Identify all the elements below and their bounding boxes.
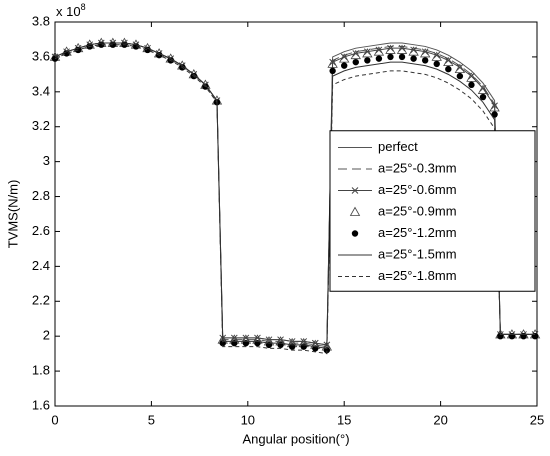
y-tick-label: 1.8 [32,363,50,378]
x-tick-label: 0 [51,412,58,427]
triangle-marker [408,46,419,56]
dot-marker [398,53,406,61]
triangle-marker [362,48,373,58]
x-marker [479,84,487,92]
x-tick-label: 5 [148,412,155,427]
series-line [54,44,536,355]
dot-marker [468,81,475,89]
legend-label: a=25°-1.2mm [378,225,457,240]
legend-label: perfect [378,139,418,154]
dot-marker [456,72,464,80]
y-axis-label: TVMS(N/m) [5,180,20,249]
triangle-marker [339,53,350,63]
x-tick-label: 15 [337,412,351,427]
dot-marker [351,230,359,237]
triangle-marker [385,44,396,54]
dot-marker [144,46,151,54]
dot-marker [421,57,429,64]
triangle-marker [419,48,431,58]
x-marker [491,102,498,110]
x-axis-label: Angular position(°) [242,431,349,446]
y-tick-label: 3.2 [32,118,50,133]
y-tick-label: 2.8 [32,188,50,203]
y-tick-label: 3.6 [32,48,50,63]
x-marker [410,46,417,54]
y-tick-label: 2.4 [32,258,50,273]
triangle-marker [454,63,466,74]
triangle-marker [431,51,442,61]
y-tick-label: 3.4 [32,83,50,98]
x-marker [398,44,406,52]
multiplier-base: x 10 [56,4,81,19]
x-marker [340,53,348,61]
triangle-marker [396,44,408,54]
triangle-marker [349,206,361,216]
dot-marker [387,53,394,61]
legend-box [329,130,536,292]
multiplier-exponent: 8 [81,2,86,12]
y-multiplier: x 108 [56,2,86,19]
x-marker [468,72,475,80]
dot-marker [433,60,440,68]
x-marker [363,48,371,56]
x-marker [444,57,452,64]
x-marker [300,338,308,345]
x-tick-label: 25 [530,412,544,427]
dot-marker [63,50,70,57]
x-marker [375,46,383,54]
series-line [54,42,536,349]
legend-label: a=25°-1.5mm [378,246,457,261]
legend: perfect a=25°-0.3mm a=25°-0.6mm a=25°-0.9mm… [329,130,536,292]
y-tick-label: 3 [43,153,50,168]
dot-marker [491,111,498,118]
legend-label: a=25°-1.8mm [378,268,457,283]
x-marker [265,336,273,344]
triangle-marker [489,102,500,112]
y-tick-label: 2 [43,328,50,343]
triangle-marker [443,56,454,67]
x-marker [421,48,429,56]
x-tick-label: 20 [433,412,447,427]
dot-marker [352,58,359,66]
y-tick-label: 1.6 [32,397,50,412]
y-tick-label: 2.6 [32,223,50,238]
x-marker [351,187,359,194]
dot-marker [329,67,336,75]
x-marker [352,50,360,57]
y-tick-label: 3.8 [32,13,50,28]
triangle-marker [350,49,361,60]
legend-label: a=25°-0.9mm [378,203,457,218]
y-tick-label: 2.2 [32,293,50,308]
x-marker [329,58,336,66]
x-marker [433,51,441,59]
legend-label: a=25°-0.6mm [378,182,457,197]
triangle-marker [477,84,489,94]
x-tick-label: 10 [241,412,255,427]
x-marker [387,44,394,52]
dot-marker [375,55,383,62]
dot-marker [479,93,487,101]
dot-marker [364,57,371,64]
x-marker [254,334,261,342]
triangle-marker [373,46,385,56]
x-marker [288,338,296,345]
x-marker [311,339,319,347]
triangle-marker [466,72,477,82]
x-marker [456,64,464,71]
dot-marker [445,65,452,73]
dot-marker [341,62,348,69]
x-marker [242,334,250,342]
triangle-marker [327,58,338,68]
legend-label: a=25°-0.3mm [378,160,457,175]
dot-marker [410,55,417,62]
x-marker [230,334,238,342]
x-marker [277,336,284,344]
